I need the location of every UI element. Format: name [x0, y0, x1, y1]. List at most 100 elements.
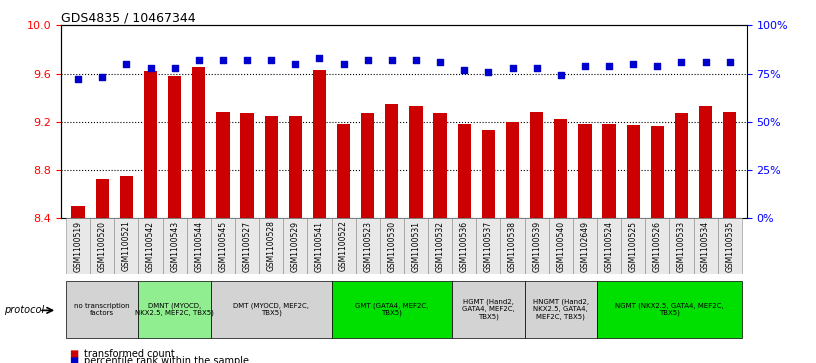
Point: [602, 63, 615, 69]
Bar: [216, 112, 229, 218]
Bar: [548, 218, 573, 274]
Bar: [313, 70, 326, 218]
Text: GSM1100519: GSM1100519: [73, 221, 82, 272]
Text: HGMT (Hand2,
GATA4, MEF2C,
TBX5): HGMT (Hand2, GATA4, MEF2C, TBX5): [462, 299, 515, 320]
Text: GSM1100521: GSM1100521: [122, 221, 131, 272]
Bar: [361, 113, 375, 218]
Text: GSM1100529: GSM1100529: [290, 221, 299, 272]
Point: [699, 59, 712, 65]
Bar: [289, 115, 302, 218]
Bar: [650, 126, 664, 218]
Text: GSM1100535: GSM1100535: [725, 221, 734, 272]
Bar: [192, 68, 206, 218]
Bar: [331, 281, 452, 338]
Bar: [162, 218, 187, 274]
Point: [723, 59, 736, 65]
Bar: [331, 218, 356, 274]
Text: percentile rank within the sample: percentile rank within the sample: [84, 356, 249, 363]
Bar: [694, 218, 718, 274]
Text: GSM1100528: GSM1100528: [267, 221, 276, 272]
Text: GSM1100525: GSM1100525: [628, 221, 638, 272]
Point: [579, 63, 592, 69]
Text: GSM1100542: GSM1100542: [146, 221, 155, 272]
Text: no transcription
factors: no transcription factors: [74, 303, 130, 316]
Bar: [144, 71, 157, 218]
Bar: [477, 218, 500, 274]
Bar: [72, 206, 85, 218]
Text: GSM1100538: GSM1100538: [508, 221, 517, 272]
Point: [530, 65, 543, 71]
Bar: [211, 281, 331, 338]
Point: [241, 57, 254, 63]
Bar: [379, 218, 404, 274]
Bar: [645, 218, 669, 274]
Bar: [500, 218, 525, 274]
Text: GMT (GATA4, MEF2C,
TBX5): GMT (GATA4, MEF2C, TBX5): [355, 302, 428, 317]
Text: protocol: protocol: [4, 305, 44, 315]
Text: GSM1100534: GSM1100534: [701, 221, 710, 272]
Point: [482, 69, 495, 74]
Bar: [120, 176, 133, 218]
Point: [264, 57, 277, 63]
Bar: [211, 218, 235, 274]
Text: GSM1100539: GSM1100539: [532, 221, 541, 272]
Point: [361, 57, 375, 63]
Text: DMT (MYOCD, MEF2C,
TBX5): DMT (MYOCD, MEF2C, TBX5): [233, 302, 309, 317]
Bar: [259, 218, 283, 274]
Bar: [283, 218, 308, 274]
Bar: [308, 218, 331, 274]
Bar: [699, 106, 712, 218]
Bar: [168, 76, 181, 218]
Point: [193, 57, 206, 63]
Text: DMNT (MYOCD,
NKX2.5, MEF2C, TBX5): DMNT (MYOCD, NKX2.5, MEF2C, TBX5): [135, 302, 214, 317]
Bar: [264, 115, 277, 218]
Bar: [554, 119, 567, 218]
Text: NGMT (NKX2.5, GATA4, MEF2C,
TBX5): NGMT (NKX2.5, GATA4, MEF2C, TBX5): [615, 302, 724, 317]
Point: [289, 61, 302, 67]
Bar: [452, 281, 525, 338]
Point: [385, 57, 398, 63]
Bar: [90, 218, 114, 274]
Bar: [66, 281, 139, 338]
Bar: [114, 218, 139, 274]
Bar: [337, 124, 350, 218]
Bar: [428, 218, 452, 274]
Point: [216, 57, 229, 63]
Bar: [506, 122, 519, 218]
Bar: [433, 113, 447, 218]
Text: GSM1100536: GSM1100536: [459, 221, 468, 272]
Point: [95, 74, 109, 80]
Bar: [525, 218, 548, 274]
Text: GSM1100545: GSM1100545: [219, 221, 228, 272]
Bar: [481, 130, 495, 218]
Point: [433, 59, 446, 65]
Text: transformed count: transformed count: [84, 349, 175, 359]
Bar: [621, 218, 645, 274]
Point: [651, 63, 664, 69]
Point: [506, 65, 519, 71]
Bar: [573, 218, 597, 274]
Point: [168, 65, 181, 71]
Text: GSM1100531: GSM1100531: [411, 221, 420, 272]
Text: GSM1100527: GSM1100527: [242, 221, 251, 272]
Point: [120, 61, 133, 67]
Bar: [723, 112, 736, 218]
Bar: [530, 112, 543, 218]
Text: GSM1100540: GSM1100540: [557, 221, 565, 272]
Text: ■: ■: [69, 349, 78, 359]
Bar: [139, 281, 211, 338]
Bar: [95, 179, 109, 218]
Text: GSM1100533: GSM1100533: [677, 221, 686, 272]
Bar: [187, 218, 211, 274]
Bar: [452, 218, 477, 274]
Text: GDS4835 / 10467344: GDS4835 / 10467344: [61, 11, 196, 24]
Point: [313, 55, 326, 61]
Text: GSM1100526: GSM1100526: [653, 221, 662, 272]
Bar: [597, 218, 621, 274]
Bar: [718, 218, 742, 274]
Bar: [235, 218, 259, 274]
Bar: [525, 281, 597, 338]
Bar: [627, 125, 640, 218]
Bar: [669, 218, 694, 274]
Text: GSM1100520: GSM1100520: [98, 221, 107, 272]
